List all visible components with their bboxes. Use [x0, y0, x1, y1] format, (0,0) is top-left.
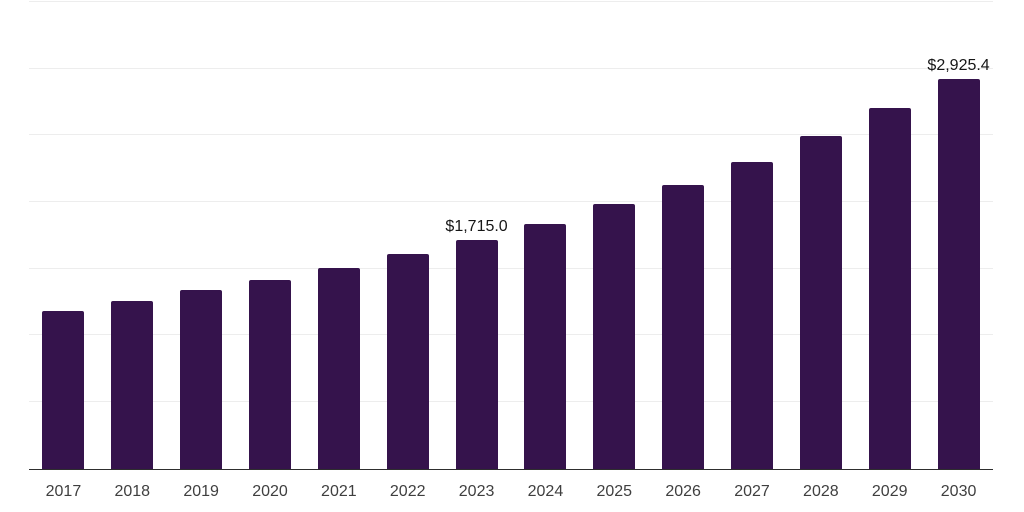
gridline-2000	[29, 200, 993, 202]
bar-2022	[386, 254, 429, 469]
x-tick-2018: 2018	[114, 483, 151, 500]
x-tick-2022: 2022	[389, 483, 426, 500]
gridline-500	[29, 400, 993, 402]
x-tick-2020: 2020	[252, 483, 288, 500]
bar-2030	[937, 78, 980, 469]
x-tick-2019: 2019	[183, 483, 219, 500]
bar-2025	[593, 203, 636, 469]
x-tick-2030: 2030	[940, 483, 977, 500]
bar-2028	[799, 136, 842, 469]
x-tick-2029: 2029	[871, 483, 908, 500]
bar-2017	[42, 311, 85, 469]
bar-value-label-2030: $2,925.4	[927, 56, 990, 74]
gridline-3000	[29, 67, 993, 69]
plot-area: $1,715.0 $2,925.4	[29, 1, 993, 470]
gridline-3500	[29, 1, 993, 2]
bar-2024	[524, 223, 567, 469]
gridline-1000	[29, 334, 993, 336]
bar-2029	[868, 108, 911, 469]
x-tick-2023: 2023	[458, 483, 495, 500]
x-axis-labels: 2017 2018 2019 2020 2021 2022 2023 2024 2025 2026…	[29, 482, 993, 506]
gridline-2500	[29, 134, 993, 136]
gridline-1500	[29, 267, 993, 269]
x-axis-line	[29, 468, 993, 470]
x-tick-2017: 2017	[45, 483, 82, 500]
x-tick-2025: 2025	[596, 483, 633, 500]
bar-2021	[317, 268, 360, 469]
bar-2023	[455, 239, 498, 469]
x-tick-2024: 2024	[527, 483, 564, 500]
x-tick-2027: 2027	[734, 483, 770, 500]
bar-value-label-2023: $1,715.0	[445, 217, 508, 235]
x-tick-2028: 2028	[803, 483, 839, 500]
bar-2027	[731, 162, 773, 469]
bar-2020	[249, 279, 291, 469]
bar-2019	[180, 290, 223, 469]
x-tick-2021: 2021	[321, 483, 357, 500]
x-tick-2026: 2026	[665, 483, 701, 500]
bar-2026	[662, 185, 705, 469]
bar-2018	[111, 301, 154, 469]
